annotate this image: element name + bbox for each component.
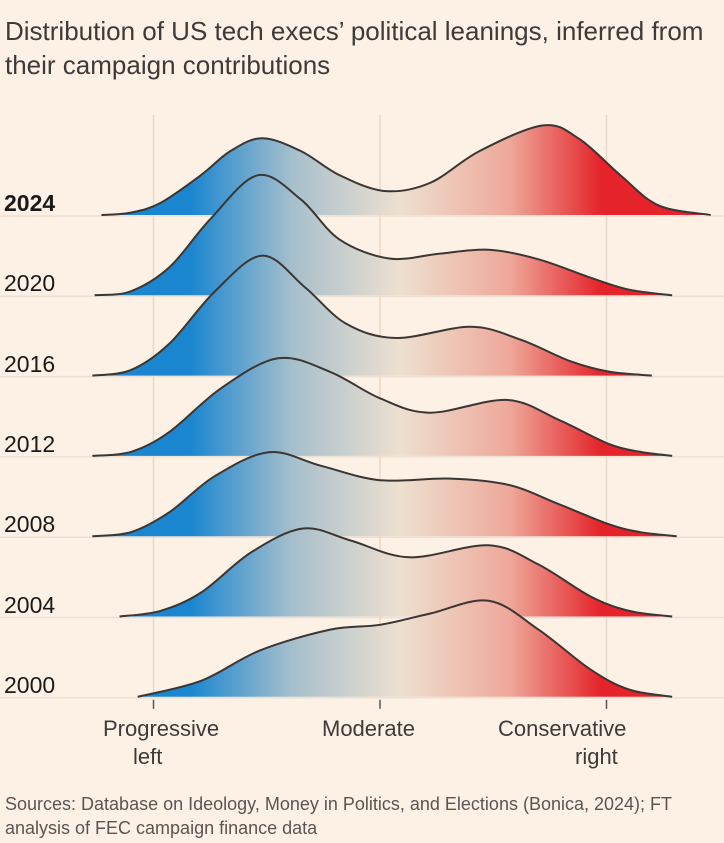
sources-note: Sources: Database on Ideology, Money in …: [5, 794, 672, 838]
x-tick-label: Moderate: [322, 716, 415, 741]
x-tick-label-line2: right: [575, 744, 618, 769]
year-label: 2000: [4, 671, 56, 698]
ridge-fill: [92, 357, 673, 456]
ridge-fill: [101, 125, 711, 215]
chart-title: Distribution of US tech execs’ political…: [5, 16, 704, 80]
ridge-outline: [92, 356, 673, 457]
gridlines: [0, 115, 724, 709]
ridge-fill: [119, 528, 673, 617]
ridges: [92, 124, 711, 698]
x-tick-label: Progressive: [103, 716, 220, 741]
ridge-2008: [92, 451, 677, 538]
ridge-2024: [101, 124, 711, 216]
ridge-outline: [137, 599, 673, 698]
ridge-fill: [92, 452, 677, 537]
year-label: 2008: [4, 511, 56, 538]
ridge-outline: [92, 451, 677, 538]
year-label: 2016: [4, 350, 56, 377]
ridge-fill: [92, 255, 652, 376]
year-label: 2012: [4, 430, 56, 457]
ridge-2004: [119, 527, 673, 618]
x-tick-label-line2: left: [133, 744, 163, 769]
ridge-2016: [92, 254, 652, 377]
ridge-2020: [94, 173, 673, 297]
year-label: 2024: [4, 190, 56, 216]
ridge-outline: [92, 254, 652, 377]
ridge-outline: [119, 527, 673, 618]
year-label: 2004: [4, 591, 56, 618]
ridge-fill: [137, 600, 673, 697]
ridge-outline: [101, 124, 711, 216]
x-tick-label: Conservative: [498, 716, 627, 741]
year-label: 2020: [4, 270, 56, 297]
ridge-2000: [137, 599, 673, 698]
ridge-outline: [94, 173, 673, 297]
ridge-fill: [94, 174, 673, 296]
ridge-2012: [92, 356, 673, 457]
